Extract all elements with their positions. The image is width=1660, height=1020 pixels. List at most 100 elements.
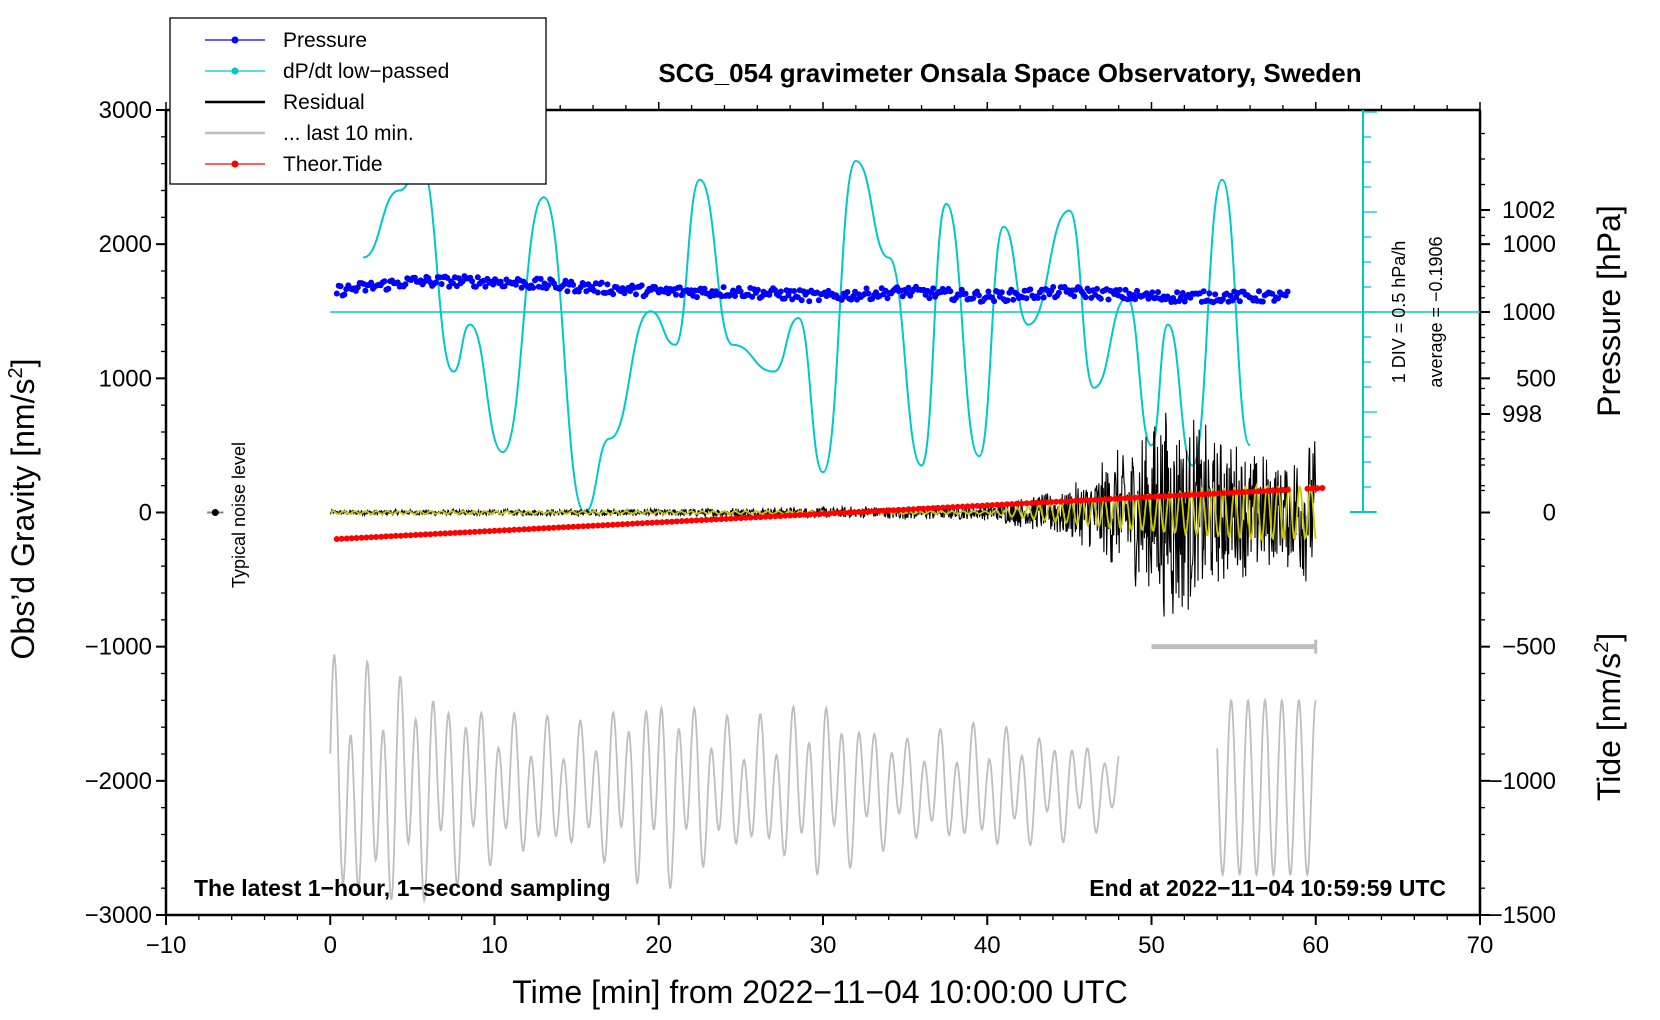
annotation-latest: The latest 1−hour, 1−second sampling bbox=[194, 875, 611, 901]
pressure-point bbox=[1061, 284, 1068, 290]
legend-label: dP/dt low−passed bbox=[283, 60, 449, 83]
pressure-point bbox=[1149, 289, 1156, 296]
pressure-point bbox=[1040, 294, 1047, 301]
tide-point bbox=[797, 512, 803, 518]
pressure-point bbox=[815, 297, 822, 304]
pressure-point bbox=[1256, 288, 1262, 295]
pressure-point bbox=[446, 283, 453, 290]
tide-point bbox=[402, 532, 409, 539]
tide-point bbox=[1255, 488, 1262, 495]
tide-point bbox=[1215, 490, 1222, 497]
tide-point bbox=[870, 508, 877, 515]
pressure-point bbox=[421, 278, 428, 285]
tide-point bbox=[920, 505, 927, 512]
tide-point bbox=[540, 525, 547, 532]
y-axis-label-pressure: Pressure [hPa] bbox=[1591, 205, 1627, 417]
legend-marker bbox=[231, 36, 239, 44]
pressure-point bbox=[1132, 296, 1139, 303]
tide-point bbox=[599, 522, 606, 529]
pressure-point bbox=[798, 297, 805, 304]
pressure-point bbox=[806, 298, 813, 305]
tide-tick-label: 500 bbox=[1516, 365, 1556, 392]
pressure-point bbox=[1071, 293, 1078, 300]
tide-point bbox=[718, 516, 725, 523]
tide-point bbox=[1265, 487, 1272, 494]
pressure-point bbox=[638, 282, 645, 289]
tide-point bbox=[530, 525, 537, 532]
pressure-point bbox=[368, 279, 375, 286]
pressure-point bbox=[1004, 297, 1011, 304]
pressure-point bbox=[594, 289, 601, 296]
tide-point bbox=[905, 506, 912, 513]
tide-point bbox=[1245, 488, 1252, 495]
tide-point bbox=[437, 530, 444, 537]
tide-point bbox=[875, 508, 882, 514]
pressure-point bbox=[337, 283, 344, 290]
tide-point bbox=[939, 504, 946, 511]
pressure-point bbox=[899, 293, 906, 300]
tide-point bbox=[935, 504, 941, 511]
tide-point bbox=[1230, 489, 1237, 496]
tide-point bbox=[836, 510, 843, 516]
pressure-point bbox=[844, 289, 851, 295]
tide-point bbox=[1004, 501, 1010, 508]
x-tick-label: 40 bbox=[974, 932, 1001, 959]
tide-point bbox=[821, 510, 828, 517]
pressure-point bbox=[873, 289, 879, 296]
tide-point bbox=[550, 524, 557, 531]
tide-point bbox=[1072, 497, 1079, 504]
pressure-point bbox=[930, 285, 937, 292]
pressure-point bbox=[947, 288, 954, 295]
pressure-tick-label: 1000 bbox=[1502, 299, 1555, 326]
tide-point bbox=[880, 507, 887, 514]
tide-point bbox=[1156, 493, 1163, 500]
tide-point bbox=[1250, 488, 1257, 495]
tide-point bbox=[1127, 495, 1134, 501]
residual-line bbox=[329, 412, 1317, 617]
tide-point bbox=[417, 531, 424, 538]
tide-point bbox=[1240, 489, 1247, 496]
tide-tick-label: −1000 bbox=[1489, 768, 1556, 795]
pressure-point bbox=[1206, 290, 1213, 297]
legend: Pressure dP/dt low−passed Residual ... last… bbox=[169, 17, 547, 185]
pressure-point bbox=[749, 293, 756, 300]
tide-point bbox=[954, 503, 961, 510]
tide-point bbox=[1225, 489, 1232, 496]
tide-point bbox=[1048, 499, 1055, 505]
tide-point bbox=[570, 523, 577, 530]
pressure-point bbox=[438, 281, 445, 287]
pressure-point bbox=[512, 281, 519, 288]
pressure-point bbox=[1055, 289, 1062, 296]
pressure-point bbox=[693, 294, 700, 301]
tide-point bbox=[737, 515, 744, 522]
tide-point bbox=[1319, 485, 1326, 491]
tide-point bbox=[343, 535, 350, 542]
tide-point bbox=[801, 511, 808, 518]
tide-point bbox=[984, 502, 991, 509]
tide-point bbox=[476, 528, 483, 535]
pressure-point bbox=[905, 284, 912, 291]
tide-point bbox=[457, 529, 463, 536]
pressure-point bbox=[341, 291, 348, 298]
tide-point bbox=[1235, 489, 1242, 496]
tide-point bbox=[452, 529, 459, 536]
tide-tick-label: 1000 bbox=[1503, 231, 1556, 258]
tide-point bbox=[787, 512, 794, 519]
pressure-tick-label: 1002 bbox=[1502, 197, 1555, 224]
tide-point bbox=[890, 507, 897, 514]
tide-point bbox=[713, 516, 720, 523]
y-tick-label: −2000 bbox=[85, 768, 152, 795]
tide-point bbox=[664, 518, 670, 525]
pressure-point bbox=[1094, 285, 1100, 292]
tide-point bbox=[944, 504, 951, 511]
tide-point bbox=[747, 514, 754, 521]
pressure-point bbox=[754, 286, 761, 293]
tide-point bbox=[1196, 491, 1203, 498]
tide-point bbox=[486, 528, 493, 535]
dpdt-lowpassed-line bbox=[362, 159, 1252, 514]
tide-point bbox=[703, 516, 710, 523]
tide-point bbox=[353, 535, 360, 541]
tide-point bbox=[397, 532, 404, 539]
pressure-point bbox=[530, 284, 537, 291]
tide-point bbox=[461, 529, 468, 536]
